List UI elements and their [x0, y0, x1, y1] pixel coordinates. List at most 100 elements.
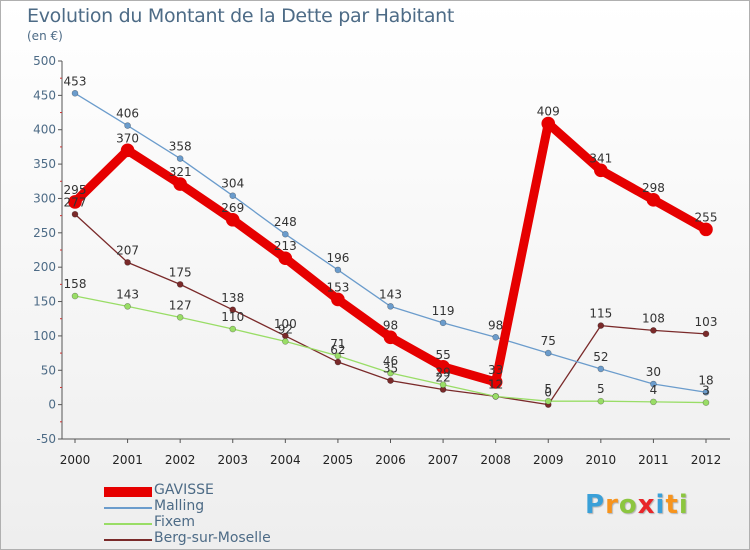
logo-letter: x [637, 490, 656, 520]
data-label: 138 [221, 291, 244, 305]
data-point [71, 90, 79, 97]
data-point [492, 333, 499, 341]
legend-swatch [104, 487, 152, 497]
y-tick-label: 350 [33, 157, 56, 171]
legend-label: GAVISSE [154, 482, 214, 498]
logo-letter: i [655, 490, 666, 520]
x-tick-label: 2001 [112, 453, 143, 467]
data-point [702, 330, 710, 338]
data-label: 409 [537, 105, 560, 119]
data-label: 321 [169, 165, 192, 179]
data-point [699, 222, 713, 237]
data-label: 3 [702, 384, 710, 398]
series-line-malling [74, 92, 707, 393]
legend-swatch [104, 523, 152, 525]
y-tick-label: 0 [48, 398, 56, 412]
data-label: 12 [488, 377, 503, 391]
x-tick-label: 2011 [638, 453, 669, 467]
data-point [541, 116, 556, 131]
data-label: 62 [330, 343, 345, 357]
data-point [597, 322, 605, 329]
series-lines [68, 90, 713, 408]
data-point [176, 281, 184, 288]
x-tick-label: 2006 [375, 453, 406, 467]
data-label: 196 [326, 251, 349, 265]
data-point [544, 349, 552, 357]
data-label: 341 [589, 151, 612, 165]
data-label: 35 [383, 362, 398, 376]
data-point [176, 155, 184, 162]
data-point [702, 388, 710, 396]
data-point [229, 306, 237, 314]
y-tick-label: 50 [41, 363, 56, 377]
data-point [439, 381, 447, 389]
data-label: 127 [169, 298, 192, 312]
x-tick-label: 2002 [165, 453, 196, 467]
data-point [702, 399, 710, 406]
y-tick-label: 100 [33, 329, 56, 343]
data-label: 103 [695, 315, 718, 329]
data-label: 119 [432, 304, 455, 318]
data-point [650, 327, 657, 334]
x-tick-label: 2012 [691, 453, 722, 467]
data-point [124, 122, 131, 129]
data-point [176, 314, 184, 321]
data-point [439, 319, 447, 327]
y-tick-label: 500 [33, 54, 56, 68]
data-label: 213 [274, 239, 297, 253]
chart-title: Evolution du Montant de la Dette par Hab… [27, 5, 455, 27]
data-point [173, 177, 187, 191]
data-label: 248 [274, 215, 297, 229]
data-point [68, 195, 82, 209]
data-label: 298 [642, 181, 665, 195]
y-tick-label: 400 [33, 123, 56, 137]
data-label: 175 [169, 265, 192, 279]
legend-label: Berg-sur-Moselle [154, 530, 271, 546]
x-tick-label: 2003 [217, 453, 248, 467]
data-point [544, 397, 552, 405]
legend-item-berg-sur-moselle: Berg-sur-Moselle [104, 530, 324, 548]
data-label: 30 [646, 365, 661, 379]
data-point [650, 398, 657, 406]
data-label: 110 [221, 310, 244, 324]
data-point [387, 369, 394, 377]
x-tick-label: 2008 [480, 453, 511, 467]
data-label: 55 [435, 348, 450, 362]
data-point [225, 212, 240, 227]
data-point [229, 325, 237, 333]
legend-swatch [104, 507, 152, 509]
legend-item-malling: Malling [104, 498, 324, 516]
x-tick-label: 2005 [323, 453, 354, 467]
data-label: 22 [435, 371, 450, 385]
x-tick-label: 2007 [428, 453, 459, 467]
data-point [229, 192, 237, 200]
data-point [282, 230, 289, 238]
data-label: 304 [221, 177, 244, 191]
data-label: 207 [116, 243, 139, 257]
data-point [383, 330, 398, 345]
y-tick-label: 300 [33, 191, 56, 205]
x-tick-label: 2010 [586, 453, 617, 467]
logo-letter: P [585, 490, 606, 520]
proxiti-logo: Proxiti [585, 490, 689, 520]
data-point [646, 193, 661, 207]
data-label: 98 [383, 318, 398, 332]
data-label: 255 [695, 210, 718, 224]
data-point [124, 259, 131, 266]
data-label: 453 [64, 74, 87, 88]
data-point [334, 266, 342, 274]
data-label: 4 [650, 383, 658, 397]
logo-letter: i [678, 490, 689, 520]
data-label: 108 [642, 311, 665, 325]
y-tick-label: 200 [33, 260, 56, 274]
logo-letter: t [665, 490, 679, 520]
x-tick-label: 2009 [533, 453, 564, 467]
legend-label: Fixem [154, 514, 196, 530]
data-label: 158 [64, 277, 87, 291]
data-label: 33 [488, 363, 503, 377]
legend-swatch [104, 539, 152, 541]
data-point [597, 397, 605, 405]
legend-label: Malling [154, 498, 205, 514]
